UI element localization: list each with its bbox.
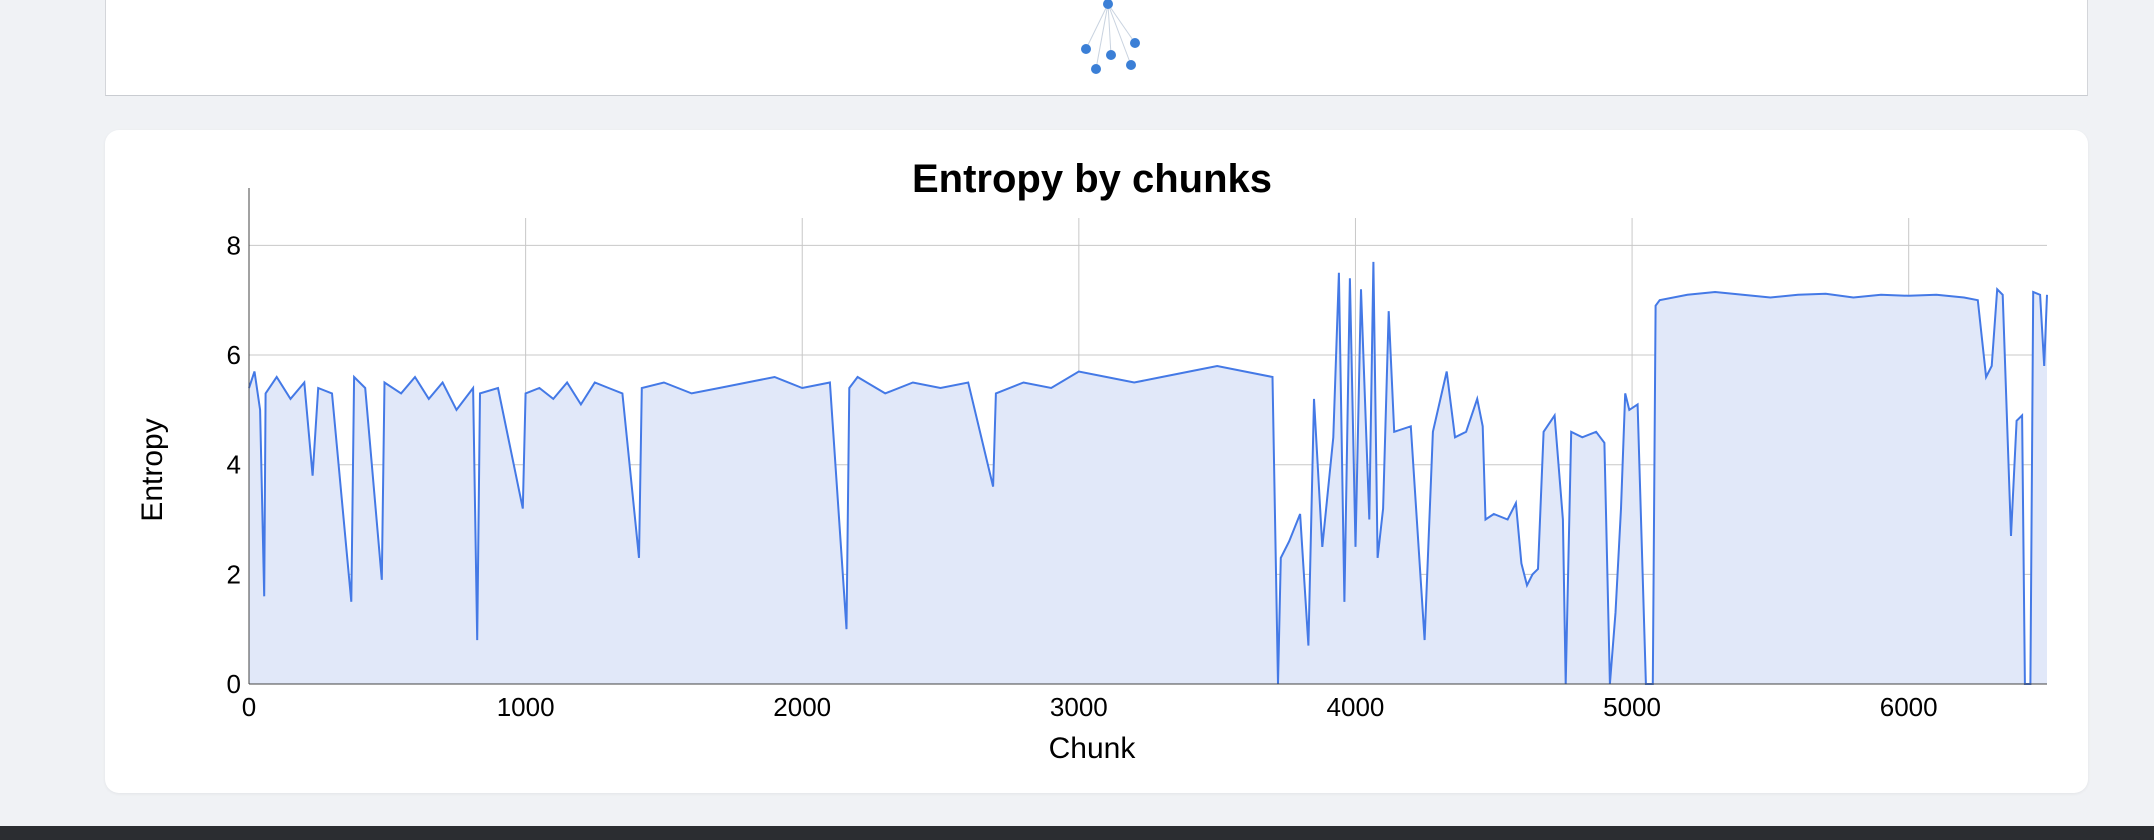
x-tick-label: 2000 xyxy=(773,692,831,722)
y-axis-label: Entropy xyxy=(136,418,169,521)
y-tick-label: 6 xyxy=(227,340,241,370)
x-tick-label: 0 xyxy=(242,692,256,722)
tree-child-node[interactable] xyxy=(1081,44,1091,54)
tree-child-node[interactable] xyxy=(1091,64,1101,74)
entropy-chart-card: 0 1000 2000 3000 4000 5000 6000 0 2 4 6 8 Entropy … xyxy=(105,130,2088,793)
x-tick-labels: 0 1000 2000 3000 4000 5000 6000 xyxy=(242,692,1938,722)
tree-panel xyxy=(105,0,2088,96)
tree-nodes xyxy=(1081,0,1140,74)
entropy-area xyxy=(249,261,2047,684)
tree-diagram xyxy=(1081,0,1140,74)
y-tick-label: 0 xyxy=(227,669,241,699)
tree-child-node[interactable] xyxy=(1130,38,1140,48)
x-tick-label: 4000 xyxy=(1327,692,1385,722)
tree-child-node[interactable] xyxy=(1106,50,1116,60)
y-tick-label: 2 xyxy=(227,559,241,589)
x-tick-label: 3000 xyxy=(1050,692,1108,722)
y-tick-labels: 0 2 4 6 8 xyxy=(227,230,241,699)
x-tick-label: 1000 xyxy=(497,692,555,722)
chart-title: Entropy by chunks xyxy=(912,157,1272,201)
x-tick-label: 5000 xyxy=(1603,692,1661,722)
x-tick-label: 6000 xyxy=(1880,692,1938,722)
entropy-line xyxy=(248,261,2048,685)
tree-root-node[interactable] xyxy=(1103,0,1113,9)
x-axis-label: Chunk xyxy=(1049,732,1137,765)
tree-child-node[interactable] xyxy=(1126,60,1136,70)
entropy-chart: 0 1000 2000 3000 4000 5000 6000 0 2 4 6 8 Entropy … xyxy=(136,157,2048,765)
y-tick-label: 4 xyxy=(227,450,241,480)
y-tick-label: 8 xyxy=(227,230,241,260)
bottom-bar xyxy=(0,826,2154,840)
